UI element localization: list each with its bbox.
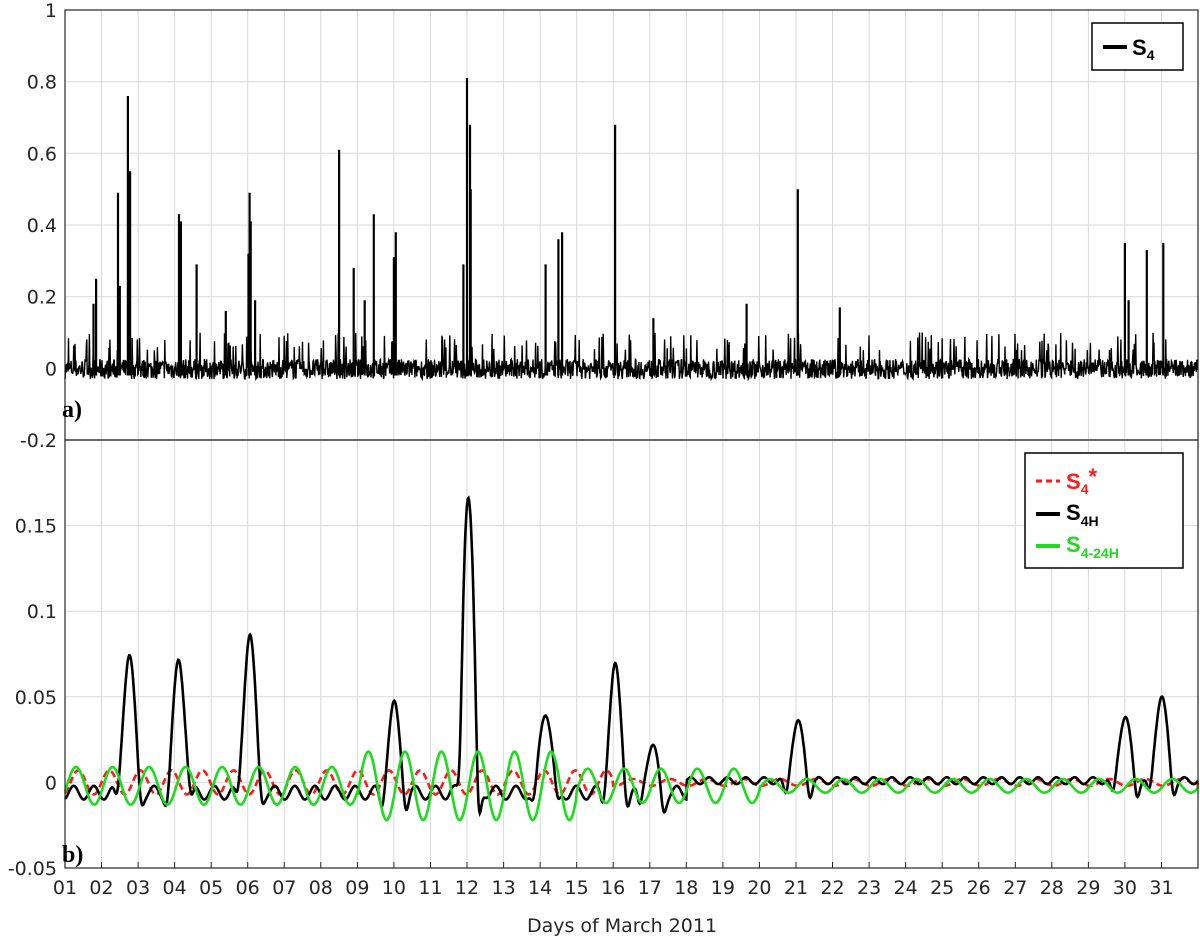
x-tick-label: 08 bbox=[309, 877, 333, 899]
legend-label-s4-24h: S4-24H bbox=[1066, 532, 1119, 561]
x-tick-label: 15 bbox=[565, 877, 589, 899]
x-tick-label: 29 bbox=[1076, 877, 1100, 899]
x-tick-label: 03 bbox=[126, 877, 150, 899]
x-tick-label: 16 bbox=[601, 877, 625, 899]
x-tick-label: 11 bbox=[418, 877, 442, 899]
x-tick-label: 27 bbox=[1003, 877, 1027, 899]
x-tick-label: 13 bbox=[492, 877, 516, 899]
legend-panel-b: S4* S4H S4-24H bbox=[1024, 452, 1184, 569]
y-tick-label-a: 1 bbox=[45, 0, 57, 22]
series-s4-noise bbox=[64, 332, 1199, 382]
x-tick-label: 14 bbox=[528, 877, 552, 899]
y-tick-label-a: 0.4 bbox=[27, 215, 57, 237]
y-tick-label-a: 0.6 bbox=[27, 143, 57, 165]
legend-panel-a: S4 bbox=[1091, 22, 1184, 71]
x-tick-label: 10 bbox=[382, 877, 406, 899]
x-tick-label: 04 bbox=[163, 877, 187, 899]
y-tick-label-a: 0.8 bbox=[27, 72, 57, 94]
plot-area-panel-b bbox=[63, 495, 1200, 822]
series-s4-24h bbox=[63, 750, 1200, 822]
x-tick-label: 02 bbox=[89, 877, 113, 899]
y-tick-labels: 1 0.8 0.6 0.4 0.2 0 -0.2 0.15 0.1 0.05 0 -0.05 bbox=[8, 0, 57, 880]
x-tick-label: 20 bbox=[747, 877, 771, 899]
x-tick-label: 18 bbox=[674, 877, 698, 899]
y-tick-label-a: -0.2 bbox=[20, 430, 57, 452]
axes-frame-b bbox=[64, 439, 1199, 869]
panel-label-a: a) bbox=[62, 397, 82, 423]
x-tick-label: 24 bbox=[894, 877, 918, 899]
x-tick-label: 23 bbox=[857, 877, 881, 899]
x-tick-label: 17 bbox=[638, 877, 662, 899]
y-tick-label-a: 0.2 bbox=[27, 287, 57, 309]
x-tick-label: 09 bbox=[345, 877, 369, 899]
x-tick-label: 01 bbox=[53, 877, 77, 899]
x-tick-label: 31 bbox=[1149, 877, 1173, 899]
legend-label-s4-star: S4* bbox=[1066, 464, 1097, 497]
x-tick-label: 28 bbox=[1040, 877, 1064, 899]
x-tick-label: 05 bbox=[199, 877, 223, 899]
y-tick-label-b: 0 bbox=[45, 772, 57, 794]
series-s4h bbox=[64, 495, 1199, 818]
y-tick-label-b: 0.15 bbox=[15, 516, 57, 538]
x-tick-label: 22 bbox=[820, 877, 844, 899]
y-tick-label-b: -0.05 bbox=[8, 858, 57, 880]
legend-box-b bbox=[1024, 452, 1184, 569]
axes bbox=[64, 9, 1199, 869]
x-tick-label: 07 bbox=[272, 877, 296, 899]
y-tick-label-b: 0.1 bbox=[27, 601, 57, 623]
x-tick-label: 25 bbox=[930, 877, 954, 899]
y-tick-label-a: 0 bbox=[45, 358, 57, 380]
plot-area-panel-a bbox=[64, 78, 1199, 382]
x-tick-label: 21 bbox=[784, 877, 808, 899]
x-tick-label: 12 bbox=[455, 877, 479, 899]
legend-label-s4h: S4H bbox=[1066, 500, 1099, 529]
x-tick-label: 30 bbox=[1113, 877, 1137, 899]
x-tick-label: 06 bbox=[236, 877, 260, 899]
x-tick-labels: 01 02 03 04 05 06 07 08 09 10 11 12 13 14 15 16 17 18 19 20… bbox=[53, 877, 1174, 899]
x-tick-label: 19 bbox=[711, 877, 735, 899]
x-tick-label: 26 bbox=[967, 877, 991, 899]
legend-label-s4: S4 bbox=[1132, 35, 1155, 63]
panel-label-b: b) bbox=[62, 842, 83, 868]
y-tick-label-b: 0.05 bbox=[15, 687, 57, 709]
x-axis-label: Days of March 2011 bbox=[527, 915, 717, 937]
